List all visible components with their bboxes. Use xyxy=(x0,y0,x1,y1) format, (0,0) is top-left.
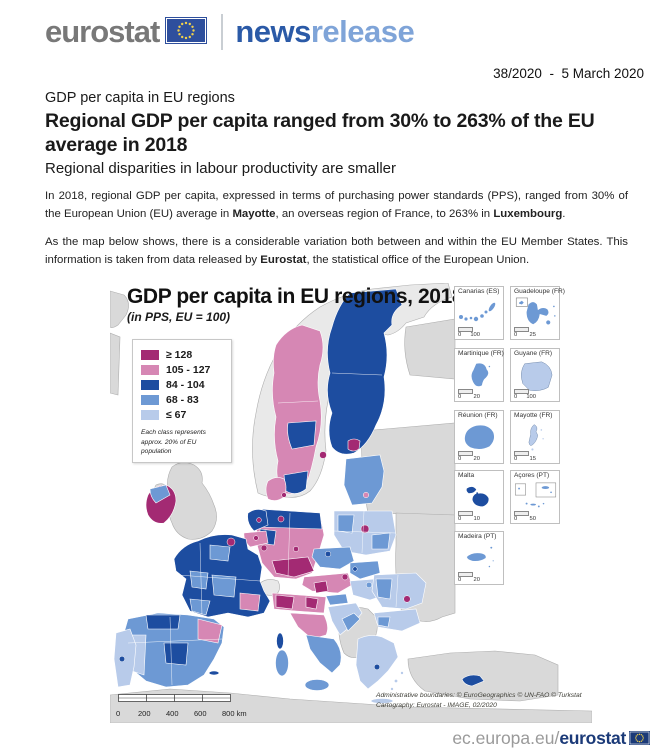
inset-reunion: Réunion (FR) 0 20 xyxy=(454,410,504,464)
inset-scalebar: 0 10 xyxy=(458,511,480,522)
paragraph-2: As the map below shows, there is a consi… xyxy=(45,235,628,267)
article: GDP per capita in EU regions Regional GD… xyxy=(45,90,628,279)
inset-map-guyane xyxy=(521,361,553,391)
inset-scalebar: 0 50 xyxy=(514,511,536,522)
subhead: Regional disparities in labour productiv… xyxy=(45,159,396,177)
legend-item: ≥ 128 xyxy=(141,347,225,362)
paragraph-1: In 2018, regional GDP per capita, expres… xyxy=(45,189,628,221)
inset-map-acores xyxy=(515,482,557,508)
inset-map-reunion xyxy=(464,425,495,450)
issue-dateline: 38/2020 - 5 March 2020 xyxy=(493,66,644,81)
map-title-block: GDP per capita in EU regions, 2018 (in P… xyxy=(127,285,464,324)
inset-map-guadeloupe xyxy=(515,297,556,325)
map-figure: GDP per capita in EU regions, 2018 (in P… xyxy=(110,283,592,723)
map-scalebar: 0 200 400 600 800 km xyxy=(116,691,268,719)
map-title: GDP per capita in EU regions, 2018 xyxy=(127,285,464,308)
inset-scalebar: 0 20 xyxy=(458,572,480,583)
legend-note: Each class represents approx. 20% of EU p… xyxy=(141,429,206,456)
scalebar-graphic xyxy=(118,694,231,702)
inset-martinique: Martinique (FR) 0 20 xyxy=(454,348,504,402)
inset-scalebar: 0 25 xyxy=(514,327,536,338)
inset-acores: Açores (PT) 0 50 xyxy=(510,470,560,524)
legend-swatch xyxy=(141,379,159,390)
inset-scalebar: 0 20 xyxy=(458,389,480,400)
legend-item: ≤ 67 xyxy=(141,407,225,422)
map-subtitle: (in PPS, EU = 100) xyxy=(127,310,231,324)
inset-mayotte: Mayotte (FR) 0 15 xyxy=(510,410,560,464)
legend-item: 84 - 104 xyxy=(141,377,225,392)
region-borders xyxy=(127,372,399,686)
legend-swatch xyxy=(141,364,159,375)
inset-madeira: Madeira (PT) 0 20 xyxy=(454,531,504,585)
masthead: eurostat newsrelease xyxy=(45,10,415,54)
inset-canarias: Canarias (ES) 0 100 xyxy=(454,286,504,340)
inset-guadeloupe: Guadeloupe (FR) 0 25 xyxy=(510,286,565,340)
scalebar-labels: 0 200 400 600 800 km xyxy=(116,709,247,718)
inset-scalebar: 0 20 xyxy=(458,451,480,462)
eu-regions xyxy=(113,288,485,704)
legend-item: 68 - 83 xyxy=(141,392,225,407)
inset-malta: Malta 0 10 xyxy=(454,470,504,524)
map-credits: Administrative boundaries: © EuroGeograp… xyxy=(376,692,582,710)
footer-link[interactable]: ec.europa.eu/eurostat xyxy=(452,727,650,750)
eurostat-logo: eurostat xyxy=(45,14,160,49)
europe-map xyxy=(110,283,592,723)
inset-map-martinique xyxy=(471,363,491,387)
legend-item: 105 - 127 xyxy=(141,362,225,377)
inset-map-mayotte xyxy=(528,424,544,451)
map-legend: ≥ 128 105 - 127 84 - 104 68 - 83 ≤ 67 Ea… xyxy=(132,339,232,463)
masthead-divider xyxy=(221,14,224,50)
inset-scalebar: 0 100 xyxy=(514,389,536,400)
inset-map-canarias xyxy=(459,302,496,322)
legend-swatch xyxy=(141,409,159,420)
inset-map-malta xyxy=(466,486,489,507)
inset-guyane: Guyane (FR) 0 100 xyxy=(510,348,560,402)
footer-eu-flag-icon xyxy=(629,729,650,750)
inset-scalebar: 0 15 xyxy=(514,451,536,462)
legend-swatch xyxy=(141,394,159,405)
kicker: GDP per capita in EU regions xyxy=(45,90,235,106)
eu-flag-icon xyxy=(165,17,208,49)
inset-scalebar: 0 100 xyxy=(458,327,480,338)
headline: Regional GDP per capita ranged from 30% … xyxy=(45,110,595,157)
inset-map-madeira xyxy=(466,546,494,568)
newsrelease-wordmark: newsrelease xyxy=(235,14,415,49)
legend-swatch xyxy=(141,349,159,360)
